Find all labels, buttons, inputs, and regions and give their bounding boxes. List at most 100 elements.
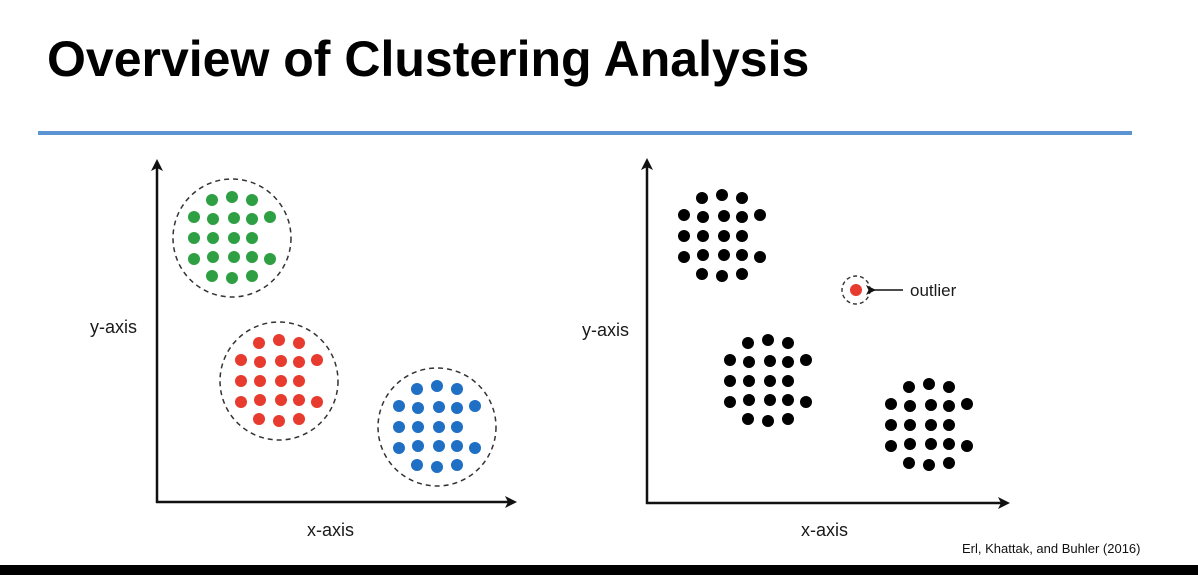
data-point [188,211,200,223]
data-point [724,396,736,408]
data-point [782,356,794,368]
outlier-point [850,284,862,296]
data-point [275,355,287,367]
data-point [903,381,915,393]
data-point [254,394,266,406]
data-point [264,253,276,265]
data-point [293,337,305,349]
data-point [923,378,935,390]
data-point [393,442,405,454]
data-point [736,211,748,223]
data-point [412,421,424,433]
title-divider [38,131,1132,135]
data-point [764,355,776,367]
data-point [961,398,973,410]
data-point [293,375,305,387]
data-point [273,334,285,346]
data-point [226,272,238,284]
data-point [433,401,445,413]
data-point [451,459,463,471]
data-point [188,253,200,265]
right-plot: y-axis x-axis outlier [582,158,1010,540]
data-point [742,413,754,425]
data-point [469,442,481,454]
left-cluster-1 [172,178,292,298]
data-point [188,232,200,244]
data-point [206,270,218,282]
data-point [782,375,794,387]
citation: Erl, Khattak, and Buhler (2016) [962,541,1141,556]
data-point [743,356,755,368]
data-point [800,396,812,408]
cluster-boundary [219,321,339,441]
data-point [736,268,748,280]
right-clusters [678,189,973,471]
data-point [273,415,285,427]
data-point [742,337,754,349]
data-point [393,421,405,433]
data-point [393,400,405,412]
data-point [743,375,755,387]
data-point [254,356,266,368]
data-point [246,194,258,206]
cluster-boundary [172,178,292,298]
data-point [925,419,937,431]
data-point [235,375,247,387]
data-point [903,457,915,469]
data-point [228,251,240,263]
data-point [782,394,794,406]
data-point [228,212,240,224]
data-point [275,394,287,406]
data-point [782,413,794,425]
data-point [207,213,219,225]
data-point [885,419,897,431]
outlier: outlier [841,275,957,305]
data-point [943,381,955,393]
data-point [764,394,776,406]
data-point [697,211,709,223]
data-point [762,415,774,427]
data-point [235,396,247,408]
data-point [293,356,305,368]
data-point [943,457,955,469]
data-point [754,209,766,221]
data-point [433,421,445,433]
data-point [718,230,730,242]
data-point [226,191,238,203]
data-point [724,375,736,387]
data-point [264,211,276,223]
data-point [253,413,265,425]
data-point [433,440,445,452]
right-cluster-3 [885,378,973,471]
data-point [246,232,258,244]
data-point [451,402,463,414]
data-point [724,354,736,366]
data-point [696,268,708,280]
data-point [246,270,258,282]
data-point [736,230,748,242]
data-point [885,440,897,452]
data-point [678,251,690,263]
data-point [207,251,219,263]
right-cluster-1 [678,189,766,282]
data-point [718,249,730,261]
left-x-axis-label: x-axis [307,520,354,540]
left-y-axis-label: y-axis [90,317,137,337]
data-point [943,419,955,431]
data-point [800,354,812,366]
data-point [228,232,240,244]
left-cluster-3 [377,367,497,487]
data-point [412,402,424,414]
data-point [736,192,748,204]
data-point [254,375,266,387]
data-point [206,194,218,206]
data-point [412,440,424,452]
data-point [904,419,916,431]
data-point [697,230,709,242]
data-point [925,399,937,411]
outlier-label: outlier [910,281,957,300]
data-point [743,394,755,406]
data-point [411,383,423,395]
left-clusters [172,178,497,487]
left-plot: y-axis x-axis [90,159,517,540]
